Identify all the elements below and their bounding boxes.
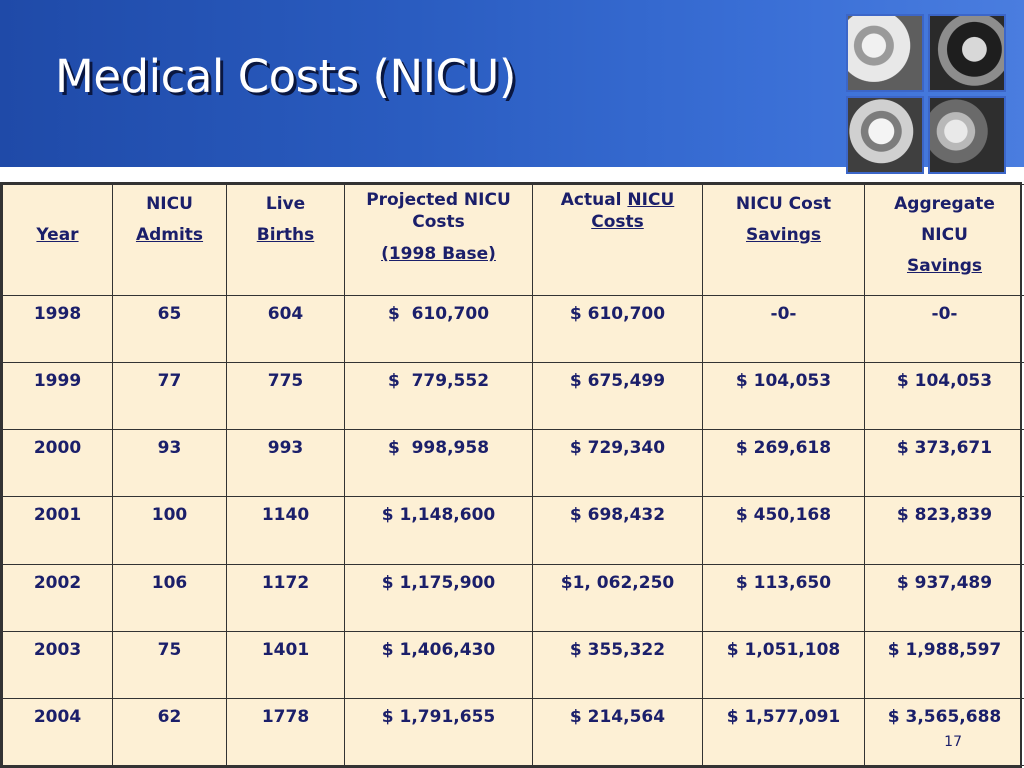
header-projected-line1: Projected NICU Costs	[366, 190, 511, 232]
cell-actual: $ 610,700	[532, 294, 703, 364]
photo-collage	[846, 14, 1006, 174]
cell-admits: 100	[112, 496, 227, 565]
header-births: Live Births	[226, 184, 345, 296]
cell-savings: $ 104,053	[702, 362, 865, 431]
cell-actual: $ 355,322	[532, 630, 703, 699]
cell-savings: $ 113,650	[702, 563, 865, 632]
cell-projected: $ 1,791,655	[344, 697, 533, 767]
photo-newborn-image	[846, 96, 924, 174]
cell-actual: $ 729,340	[532, 429, 703, 498]
cell-projected: $ 998,958	[344, 429, 533, 498]
table-row: 1998 65 604 $ 610,700 $ 610,700 -0- -0-	[2, 294, 1024, 364]
table-row: 1999 77 775 $ 779,552 $ 675,499 $ 104,05…	[2, 362, 1024, 431]
cell-year: 2000	[2, 429, 113, 498]
photo-caregiver-image	[846, 14, 924, 92]
header-admits-line1: NICU	[146, 194, 193, 214]
photo-children-image	[928, 96, 1006, 174]
table-row: 2000 93 993 $ 998,958 $ 729,340 $ 269,61…	[2, 429, 1024, 498]
cell-births: 604	[226, 294, 345, 364]
cell-savings: $ 450,168	[702, 496, 865, 565]
header-actual-prefix: Actual	[560, 190, 628, 210]
header-year: Year	[2, 184, 113, 296]
cell-births: 1401	[226, 630, 345, 699]
header-aggregate-link[interactable]: Savings	[906, 256, 982, 276]
cell-projected: $ 779,552	[344, 362, 533, 431]
cell-births: 775	[226, 362, 345, 431]
header-aggregate-line1: Aggregate	[894, 194, 995, 214]
cell-admits: 75	[112, 630, 227, 699]
header-savings: NICU Cost Savings	[702, 184, 865, 296]
cell-year: 2002	[2, 563, 113, 632]
cell-aggregate: $ 3,565,688	[864, 697, 1024, 767]
nicu-costs-table: Year NICU Admits Live Births Projected N…	[0, 182, 1024, 768]
cell-actual: $1, 062,250	[532, 563, 703, 632]
cell-admits: 62	[112, 697, 227, 767]
cell-aggregate: $ 1,988,597	[864, 630, 1024, 699]
cell-savings: $ 1,577,091	[702, 697, 865, 767]
cell-admits: 106	[112, 563, 227, 632]
cell-projected: $ 1,148,600	[344, 496, 533, 565]
cell-aggregate: $ 104,053	[864, 362, 1024, 431]
cell-aggregate: $ 823,839	[864, 496, 1024, 565]
cell-aggregate: $ 373,671	[864, 429, 1024, 498]
header-savings-link[interactable]: Savings	[745, 225, 821, 245]
cell-births: 993	[226, 429, 345, 498]
header-actual: Actual NICU Costs	[532, 184, 703, 296]
header-aggregate-line2: NICU	[921, 225, 968, 245]
table-row: 2003 75 1401 $ 1,406,430 $ 355,322 $ 1,0…	[2, 630, 1024, 699]
cell-year: 1998	[2, 294, 113, 364]
cell-savings: $ 269,618	[702, 429, 865, 498]
cell-actual: $ 214,564	[532, 697, 703, 767]
cell-year: 2001	[2, 496, 113, 565]
header-projected-link[interactable]: (1998 Base)	[381, 244, 496, 264]
header-aggregate: Aggregate NICU Savings	[864, 184, 1024, 296]
table-row: 2001 100 1140 $ 1,148,600 $ 698,432 $ 45…	[2, 496, 1024, 565]
cell-births: 1778	[226, 697, 345, 767]
cell-projected: $ 1,175,900	[344, 563, 533, 632]
header-projected: Projected NICU Costs (1998 Base)	[344, 184, 533, 296]
cell-births: 1172	[226, 563, 345, 632]
header-admits: NICU Admits	[112, 184, 227, 296]
photo-mother-image	[928, 14, 1006, 92]
header-births-line1: Live	[265, 194, 306, 214]
table-row: 2004 62 1778 $ 1,791,655 $ 214,564 $ 1,5…	[2, 697, 1024, 767]
cell-year: 1999	[2, 362, 113, 431]
cell-aggregate: -0-	[864, 294, 1024, 364]
cell-births: 1140	[226, 496, 345, 565]
cell-savings: $ 1,051,108	[702, 630, 865, 699]
table-header-row: Year NICU Admits Live Births Projected N…	[2, 184, 1024, 296]
header-actual-link[interactable]: NICU Costs	[591, 190, 675, 232]
cell-aggregate: $ 937,489	[864, 563, 1024, 632]
header-births-link[interactable]: Births	[256, 225, 315, 245]
cell-admits: 93	[112, 429, 227, 498]
table-row: 2002 106 1172 $ 1,175,900 $1, 062,250 $ …	[2, 563, 1024, 632]
cell-year: 2004	[2, 697, 113, 767]
slide-title: Medical Costs (NICU)	[55, 50, 516, 103]
cell-actual: $ 698,432	[532, 496, 703, 565]
slide-page-number: 17	[944, 734, 962, 750]
cell-year: 2003	[2, 630, 113, 699]
cell-savings: -0-	[702, 294, 865, 364]
cell-admits: 77	[112, 362, 227, 431]
cell-admits: 65	[112, 294, 227, 364]
cell-projected: $ 1,406,430	[344, 630, 533, 699]
header-savings-line1: NICU Cost	[735, 194, 832, 214]
cell-projected: $ 610,700	[344, 294, 533, 364]
header-year-label[interactable]: Year	[36, 225, 79, 245]
header-admits-link[interactable]: Admits	[135, 225, 204, 245]
cell-actual: $ 675,499	[532, 362, 703, 431]
